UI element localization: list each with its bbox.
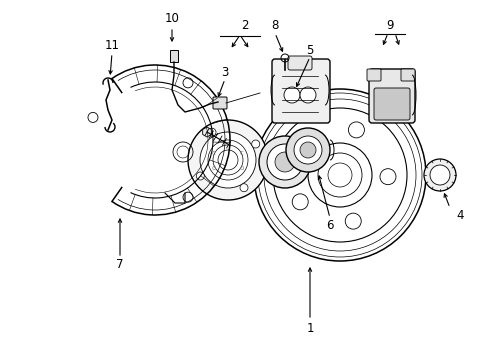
FancyBboxPatch shape — [213, 97, 226, 109]
Text: o: o — [211, 165, 216, 171]
Circle shape — [207, 128, 216, 136]
Circle shape — [379, 169, 395, 185]
Text: 3: 3 — [221, 66, 228, 78]
Text: 2: 2 — [241, 18, 248, 32]
Text: 5: 5 — [305, 44, 313, 57]
Circle shape — [307, 143, 371, 207]
Circle shape — [299, 142, 315, 158]
FancyBboxPatch shape — [368, 69, 414, 123]
FancyBboxPatch shape — [366, 69, 380, 81]
Text: 8: 8 — [271, 18, 278, 32]
Circle shape — [274, 152, 294, 172]
Text: 11: 11 — [104, 39, 119, 51]
FancyBboxPatch shape — [271, 59, 329, 123]
Text: 1: 1 — [305, 321, 313, 334]
Circle shape — [292, 194, 307, 210]
Text: 4: 4 — [455, 208, 463, 221]
Circle shape — [348, 122, 364, 138]
Circle shape — [294, 138, 309, 153]
Circle shape — [299, 87, 315, 103]
Circle shape — [251, 140, 259, 148]
Circle shape — [187, 120, 267, 200]
Circle shape — [429, 165, 449, 185]
Text: 7: 7 — [116, 258, 123, 271]
Circle shape — [345, 213, 361, 229]
Circle shape — [259, 136, 310, 188]
Text: 6: 6 — [325, 219, 333, 231]
Circle shape — [285, 128, 329, 172]
Text: c: c — [240, 150, 244, 156]
Circle shape — [293, 136, 321, 164]
Bar — [170, 50, 178, 62]
FancyBboxPatch shape — [373, 88, 409, 120]
FancyBboxPatch shape — [400, 69, 414, 81]
Text: o: o — [240, 165, 244, 171]
FancyBboxPatch shape — [287, 56, 311, 70]
Text: c: c — [212, 150, 216, 156]
Circle shape — [423, 159, 455, 191]
Circle shape — [266, 144, 303, 180]
Text: 9: 9 — [386, 18, 393, 32]
Circle shape — [196, 172, 204, 180]
Circle shape — [200, 132, 256, 188]
Text: 10: 10 — [164, 12, 179, 24]
Circle shape — [240, 184, 247, 192]
Circle shape — [284, 87, 299, 103]
